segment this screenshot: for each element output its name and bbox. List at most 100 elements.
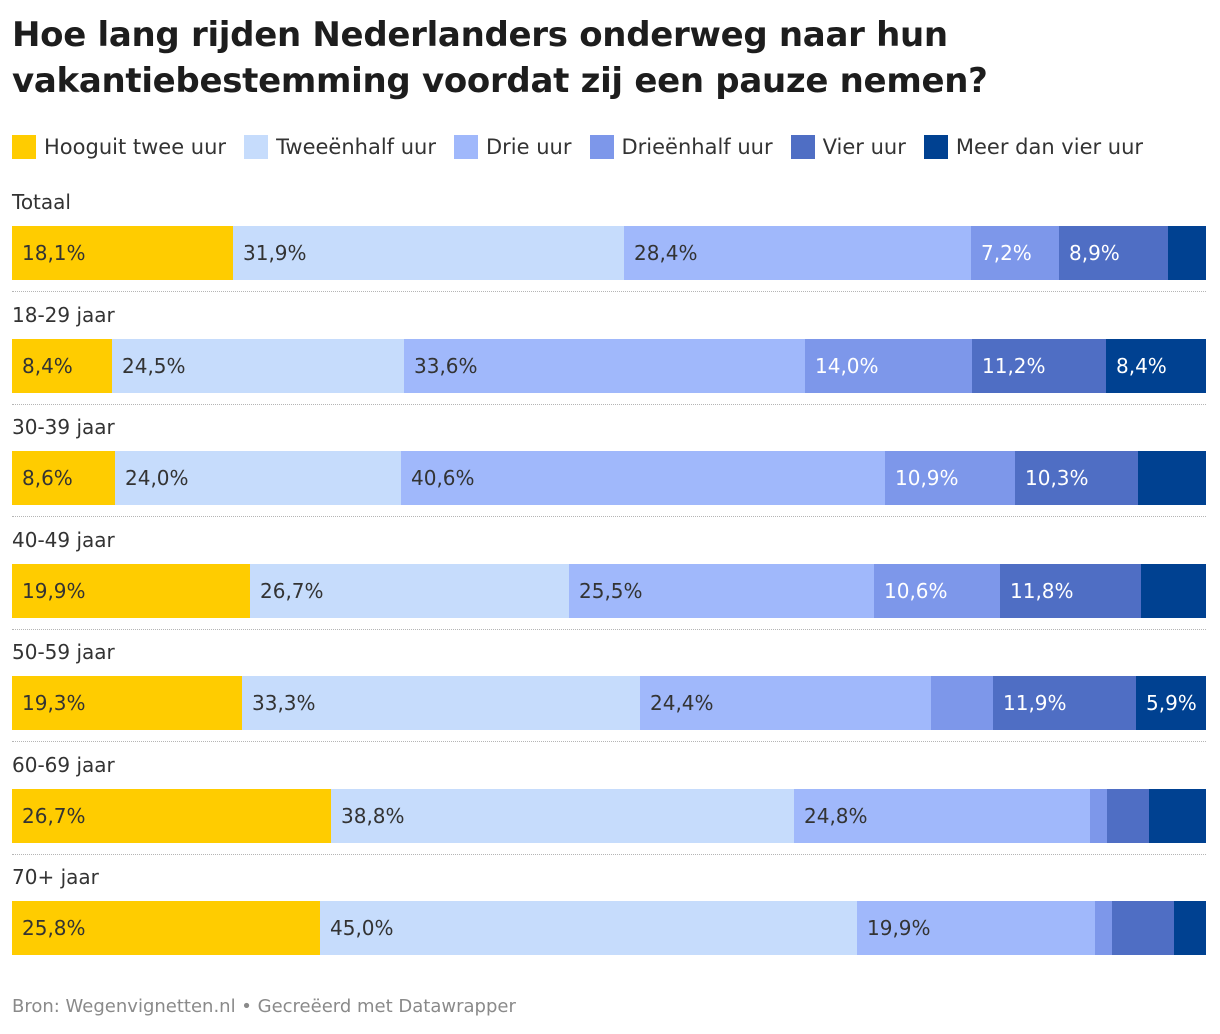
data-label: 10,3% (1025, 466, 1089, 490)
data-label: 28,4% (634, 241, 698, 265)
row-label: 40-49 jaar (12, 528, 115, 552)
bar-segment: 33,3% (242, 676, 640, 730)
chart-title-line-2: vakantiebestemming voordat zij een pauze… (12, 61, 988, 101)
bar-segment (1112, 901, 1174, 955)
row-divider (12, 741, 1206, 742)
bar-segment: 45,0% (320, 901, 857, 955)
bar-row: 8,4% 24,5% 33,6% 14,0% 11,2% 8,4% (12, 339, 1206, 393)
legend-item: Meer dan vier uur (923, 132, 1144, 162)
legend-swatch (454, 135, 478, 159)
row-divider (12, 291, 1206, 292)
legend-swatch (790, 135, 815, 159)
bar-segment: 25,8% (12, 901, 320, 955)
chart-legend: Hooguit twee uur Tweeënhalf uur Drie uur Dr… (12, 132, 1212, 162)
row-label: 60-69 jaar (12, 753, 115, 777)
legend-swatch (923, 135, 948, 159)
bar-segment: 33,6% (404, 339, 805, 393)
data-label: 24,5% (122, 354, 186, 378)
bar-row: 26,7% 38,8% 24,8% (12, 789, 1206, 843)
bar-segment (1141, 564, 1206, 618)
bar-segment (1107, 789, 1149, 843)
data-label: 11,8% (1010, 579, 1074, 603)
bar-segment: 19,9% (857, 901, 1095, 955)
bar-segment: 18,1% (12, 226, 233, 280)
bar-segment: 8,4% (1106, 339, 1206, 393)
legend-item: Drie uur (454, 132, 572, 162)
bar-segment (1149, 789, 1206, 843)
bar-segment: 8,4% (12, 339, 112, 393)
data-label: 33,6% (414, 354, 478, 378)
legend-label: Hooguit twee uur (44, 135, 227, 159)
bar-segment: 40,6% (401, 451, 885, 505)
legend-item: Drieënhalf uur (589, 132, 773, 162)
data-label: 7,2% (981, 241, 1032, 265)
bar-segment: 31,9% (233, 226, 624, 280)
data-label: 19,9% (867, 916, 931, 940)
bar-row: 25,8% 45,0% 19,9% (12, 901, 1206, 955)
data-label: 26,7% (260, 579, 324, 603)
bar-segment: 25,5% (569, 564, 874, 618)
row-divider (12, 516, 1206, 517)
bar-segment: 8,6% (12, 451, 115, 505)
data-label: 8,4% (1116, 354, 1167, 378)
data-label: 24,0% (125, 466, 189, 490)
bar-segment: 38,8% (331, 789, 794, 843)
row-label: 18-29 jaar (12, 303, 115, 327)
row-divider (12, 629, 1206, 630)
bar-segment: 26,7% (250, 564, 569, 618)
data-label: 26,7% (22, 804, 86, 828)
legend-item: Tweeënhalf uur (244, 132, 436, 162)
legend-label: Meer dan vier uur (955, 135, 1144, 159)
bar-segment: 24,4% (640, 676, 931, 730)
bar-row: 18,1% 31,9% 28,4% 7,2% 8,9% (12, 226, 1206, 280)
bar-segment: 14,0% (805, 339, 972, 393)
data-label: 11,2% (982, 354, 1046, 378)
bar-segment: 24,5% (112, 339, 404, 393)
legend-swatch (244, 135, 269, 159)
row-label: 50-59 jaar (12, 640, 115, 664)
bar-segment: 24,8% (794, 789, 1090, 843)
bar-row: 8,6% 24,0% 40,6% 10,9% 10,3% (12, 451, 1206, 505)
bar-segment: 11,2% (972, 339, 1106, 393)
bar-segment (1168, 226, 1206, 280)
bar-row: 19,9% 26,7% 25,5% 10,6% 11,8% (12, 564, 1206, 618)
bar-row: 19,3% 33,3% 24,4% 11,9% 5,9% (12, 676, 1206, 730)
bar-segment: 11,8% (1000, 564, 1141, 618)
data-label: 8,6% (22, 466, 73, 490)
bar-segment: 24,0% (115, 451, 401, 505)
bar-segment (1090, 789, 1107, 843)
bar-segment (1174, 901, 1206, 955)
bar-segment (1095, 901, 1112, 955)
bar-segment: 11,9% (993, 676, 1136, 730)
row-label: Totaal (12, 190, 71, 214)
legend-item: Vier uur (790, 132, 906, 162)
data-label: 8,4% (22, 354, 73, 378)
data-label: 45,0% (330, 916, 394, 940)
bar-segment: 26,7% (12, 789, 331, 843)
data-label: 19,9% (22, 579, 86, 603)
data-label: 14,0% (815, 354, 879, 378)
legend-swatch (12, 135, 36, 159)
legend-label: Drie uur (486, 135, 572, 159)
bar-segment (1138, 451, 1206, 505)
chart-title-line-1: Hoe lang rijden Nederlanders onderweg na… (12, 15, 948, 55)
legend-label: Vier uur (822, 135, 906, 159)
bar-segment: 19,3% (12, 676, 242, 730)
row-divider (12, 854, 1206, 855)
data-label: 10,6% (884, 579, 948, 603)
bar-segment: 7,2% (971, 226, 1059, 280)
bar-segment: 8,9% (1059, 226, 1168, 280)
data-label: 38,8% (341, 804, 405, 828)
bar-segment: 10,6% (874, 564, 1000, 618)
legend-swatch (589, 135, 614, 159)
source-footer: Bron: Wegenvignetten.nl • Gecreëerd met … (12, 996, 516, 1017)
chart-title: Hoe lang rijden Nederlanders onderweg na… (12, 12, 1208, 104)
bar-segment: 28,4% (624, 226, 971, 280)
data-label: 24,4% (650, 691, 714, 715)
data-label: 19,3% (22, 691, 86, 715)
data-label: 8,9% (1069, 241, 1120, 265)
legend-item: Hooguit twee uur (12, 132, 226, 162)
data-label: 11,9% (1003, 691, 1067, 715)
bar-segment (931, 676, 993, 730)
data-label: 31,9% (243, 241, 307, 265)
